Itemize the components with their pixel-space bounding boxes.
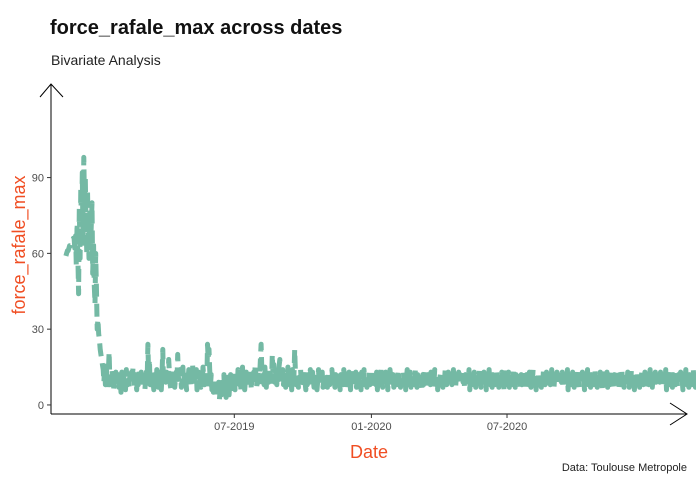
x-tick-label: 07-2020	[487, 421, 527, 433]
chart-caption: Data: Toulouse Metropole	[561, 462, 687, 474]
x-axis-arrowhead	[669, 402, 688, 426]
y-tick-label: 0	[38, 400, 44, 412]
series-layer	[63, 154, 696, 403]
chart-subtitle: Bivariate Analysis	[51, 52, 161, 68]
tick-layer: 0 30 60 90 07-2019 01-2020 07-2020	[32, 173, 527, 433]
y-axis-arrowhead	[39, 83, 64, 98]
y-tick-label: 90	[32, 173, 44, 185]
chart-title: force_rafale_max across dates	[50, 17, 343, 39]
series-line-force_rafale_max	[63, 154, 696, 403]
x-tick-label: 07-2019	[214, 421, 254, 433]
y-tick-label: 30	[32, 324, 44, 336]
y-axis-title: force_rafale_max	[9, 175, 30, 314]
x-tick-label: 01-2020	[351, 421, 391, 433]
x-axis-title: Date	[350, 442, 388, 462]
y-tick-label: 60	[32, 248, 44, 260]
axis-layer	[39, 83, 688, 426]
